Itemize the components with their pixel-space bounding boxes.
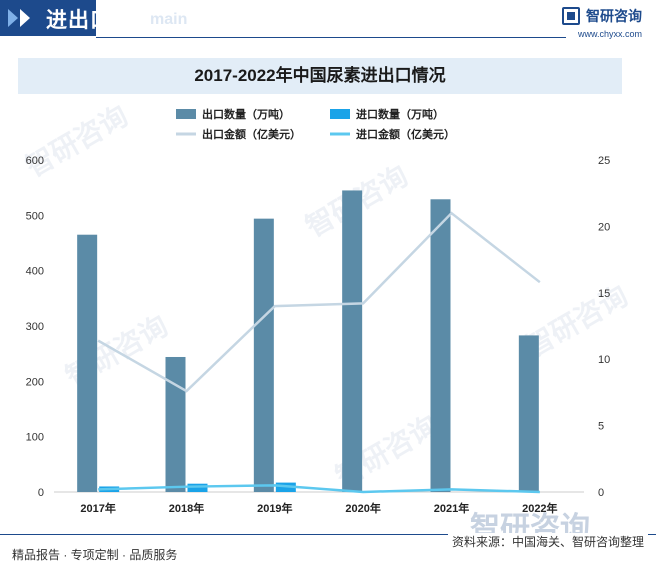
chevron-right-icon <box>8 9 18 27</box>
x-tick-label: 2017年 <box>80 501 115 515</box>
bar-export-qty <box>430 199 451 492</box>
y-right-tick-label: 10 <box>598 354 610 366</box>
y-left-tick-label: 0 <box>38 487 44 499</box>
y-left-tick-label: 500 <box>26 210 44 222</box>
header-bar <box>0 0 96 36</box>
y-left-tick-label: 200 <box>26 376 44 388</box>
brand-icon <box>562 7 580 25</box>
chart-title: 2017-2022年中国尿素进出口情况 <box>194 66 446 85</box>
y-right-tick-label: 25 <box>598 155 610 167</box>
legend-swatch <box>176 109 196 119</box>
x-tick-label: 2021年 <box>434 501 469 515</box>
x-tick-label: 2019年 <box>257 501 292 515</box>
y-right-tick-label: 0 <box>598 487 604 499</box>
y-right-tick-label: 15 <box>598 288 610 300</box>
y-right-tick-label: 20 <box>598 221 610 233</box>
line-import-value <box>98 484 540 494</box>
y-left-tick-label: 100 <box>26 432 44 444</box>
source-note: 资料来源：中国海关、智研咨询整理 <box>447 533 648 550</box>
y-left-tick-label: 600 <box>26 155 44 167</box>
bar-export-qty <box>165 356 186 492</box>
header: 进出口贸易 main 智研咨询 www.chyxx.com <box>0 0 656 40</box>
chart-title-band <box>18 58 622 94</box>
line-export-value <box>97 211 541 393</box>
footer-divider <box>0 534 656 535</box>
bar-export-qty <box>518 335 539 492</box>
header-watermark: main <box>150 11 188 28</box>
bar-export-qty <box>342 190 363 492</box>
footer-tagline: 精品报告 · 专项定制 · 品质服务 <box>12 548 178 562</box>
legend-label: 出口数量（万吨） <box>202 107 290 121</box>
x-tick-label: 2018年 <box>169 501 204 515</box>
x-tick-label: 2020年 <box>345 501 380 515</box>
legend-swatch <box>330 109 350 119</box>
page-title: 进出口贸易 <box>46 9 156 32</box>
brand-name: 智研咨询 <box>586 8 642 24</box>
header-divider <box>96 37 566 38</box>
legend-label: 出口金额（亿美元） <box>202 127 301 141</box>
y-left-tick-label: 400 <box>26 266 44 278</box>
chevron-right-icon <box>20 9 30 27</box>
brand-url: www.chyxx.com <box>577 29 642 39</box>
legend-label: 进口数量（万吨） <box>356 107 444 121</box>
bar-export-qty <box>253 218 274 493</box>
x-tick-label: 2022年 <box>522 501 557 515</box>
bar-import-qty <box>187 483 208 492</box>
legend-label: 进口金额（亿美元） <box>356 127 455 141</box>
y-left-tick-label: 300 <box>26 321 44 333</box>
y-right-tick-label: 5 <box>598 421 604 433</box>
brand-logo: 智研咨询 <box>562 6 642 26</box>
bar-export-qty <box>77 234 98 492</box>
